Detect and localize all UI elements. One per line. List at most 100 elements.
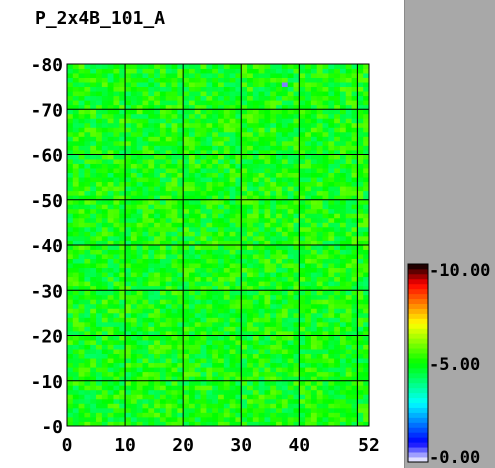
heatmap-cell — [154, 73, 161, 78]
heatmap-cell — [84, 276, 91, 282]
heatmap-cell — [67, 127, 74, 133]
heatmap-cell — [235, 226, 242, 232]
heatmap-cell — [142, 91, 149, 97]
heatmap-cell — [363, 263, 370, 269]
heatmap-cell — [177, 344, 184, 350]
heatmap-cell — [101, 145, 109, 151]
heatmap-cell — [177, 222, 184, 228]
heatmap-cell — [345, 380, 352, 386]
heatmap-cell — [125, 181, 132, 187]
heatmap-cell — [223, 77, 231, 83]
heatmap-cell — [351, 77, 358, 83]
heatmap-cell — [119, 367, 126, 373]
heatmap-cell — [107, 362, 114, 368]
heatmap-cell — [218, 122, 225, 128]
heatmap-cell — [276, 254, 283, 259]
heatmap-cell — [90, 263, 97, 269]
heatmap-cell — [218, 353, 225, 359]
heatmap-cell — [287, 127, 294, 133]
heatmap-cell — [119, 240, 126, 246]
heatmap-cell — [177, 118, 184, 124]
heatmap-cell — [107, 235, 114, 241]
heatmap-cell — [72, 335, 80, 341]
heatmap-cell — [270, 367, 277, 373]
heatmap-cell — [287, 213, 294, 219]
y-tick-label: -30 — [30, 281, 63, 302]
heatmap-cell — [188, 389, 196, 395]
heatmap-cell — [84, 312, 91, 318]
heatmap-cell — [310, 421, 318, 427]
heatmap-cell — [357, 113, 364, 119]
heatmap-cell — [345, 308, 352, 314]
heatmap-cell — [264, 104, 271, 110]
heatmap-cell — [258, 177, 265, 183]
heatmap-cell — [212, 285, 219, 291]
heatmap-cell — [212, 290, 219, 296]
heatmap-cell — [188, 86, 196, 92]
heatmap-cell — [206, 421, 213, 427]
heatmap-cell — [322, 235, 329, 241]
heatmap-cell — [316, 294, 323, 300]
heatmap-cell — [130, 335, 138, 341]
heatmap-cell — [183, 136, 190, 142]
heatmap-cell — [90, 380, 97, 386]
heatmap-cell — [212, 222, 219, 228]
heatmap-cell — [142, 416, 149, 422]
heatmap-cell — [78, 245, 85, 250]
heatmap-cell — [188, 235, 196, 241]
heatmap-cell — [72, 68, 80, 74]
heatmap-cell — [136, 231, 143, 237]
heatmap-cell — [148, 349, 155, 354]
heatmap-cell — [299, 407, 306, 413]
heatmap-cell — [310, 64, 318, 69]
heatmap-cell — [130, 113, 138, 119]
heatmap-cell — [177, 86, 184, 92]
heatmap-cell — [154, 272, 161, 278]
heatmap-cell — [357, 416, 364, 422]
heatmap-cell — [345, 186, 352, 192]
heatmap-cell — [252, 181, 260, 187]
heatmap-cell — [67, 353, 74, 359]
heatmap-cell — [177, 127, 184, 133]
heatmap-cell — [212, 190, 219, 196]
heatmap-cell — [67, 195, 74, 201]
heatmap-cell — [305, 109, 312, 115]
heatmap-cell — [281, 168, 289, 173]
heatmap-cell — [206, 403, 213, 409]
heatmap-cell — [188, 199, 196, 205]
heatmap-cell — [334, 140, 341, 146]
heatmap-cell — [67, 95, 74, 101]
heatmap-cell — [293, 181, 300, 187]
heatmap-cell — [218, 340, 225, 345]
heatmap-cell — [154, 349, 161, 354]
heatmap-cell — [72, 321, 80, 327]
colorbar-segment — [408, 288, 428, 295]
heatmap-cell — [177, 177, 184, 183]
heatmap-cell — [212, 349, 219, 354]
heatmap-cell — [154, 380, 161, 386]
heatmap-cell — [142, 64, 149, 69]
heatmap-cell — [305, 113, 312, 119]
heatmap-cell — [206, 222, 213, 228]
heatmap-cell — [345, 421, 352, 427]
heatmap-cell — [107, 312, 114, 318]
heatmap-cell — [136, 376, 143, 382]
heatmap-cell — [136, 412, 143, 418]
heatmap-cell — [316, 231, 323, 237]
heatmap-cell — [305, 204, 312, 210]
heatmap-cell — [200, 217, 207, 223]
heatmap-cell — [252, 235, 260, 241]
heatmap-cell — [183, 294, 190, 300]
heatmap-cell — [212, 109, 219, 115]
heatmap-cell — [316, 208, 323, 214]
heatmap-cell — [159, 104, 167, 110]
heatmap-cell — [148, 326, 155, 332]
heatmap-cell — [218, 398, 225, 404]
heatmap-cell — [351, 204, 358, 210]
heatmap-cell — [78, 208, 85, 214]
heatmap-cell — [148, 190, 155, 196]
heatmap-cell — [165, 131, 172, 137]
heatmap-cell — [363, 217, 370, 223]
heatmap-cell — [316, 321, 323, 327]
heatmap-cell — [130, 398, 138, 404]
